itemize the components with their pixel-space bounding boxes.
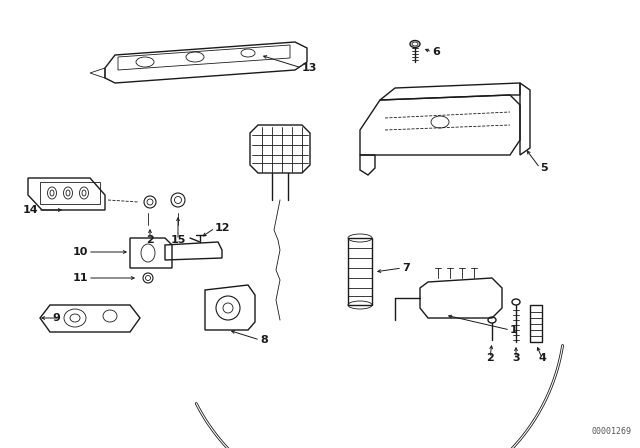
Text: 5: 5: [540, 163, 548, 173]
Text: 12: 12: [215, 223, 230, 233]
Text: 9: 9: [52, 313, 60, 323]
Text: 00001269: 00001269: [592, 427, 632, 436]
Text: 15: 15: [170, 235, 186, 245]
Text: 4: 4: [538, 353, 546, 363]
Text: 13: 13: [302, 63, 317, 73]
Text: 10: 10: [72, 247, 88, 257]
Text: 8: 8: [260, 335, 268, 345]
Text: 11: 11: [72, 273, 88, 283]
Text: 14: 14: [22, 205, 38, 215]
Text: 3: 3: [512, 353, 520, 363]
Text: 1: 1: [510, 325, 518, 335]
Text: 2: 2: [486, 353, 494, 363]
Text: 7: 7: [402, 263, 410, 273]
Text: 6: 6: [432, 47, 440, 57]
Text: 2: 2: [146, 235, 154, 245]
